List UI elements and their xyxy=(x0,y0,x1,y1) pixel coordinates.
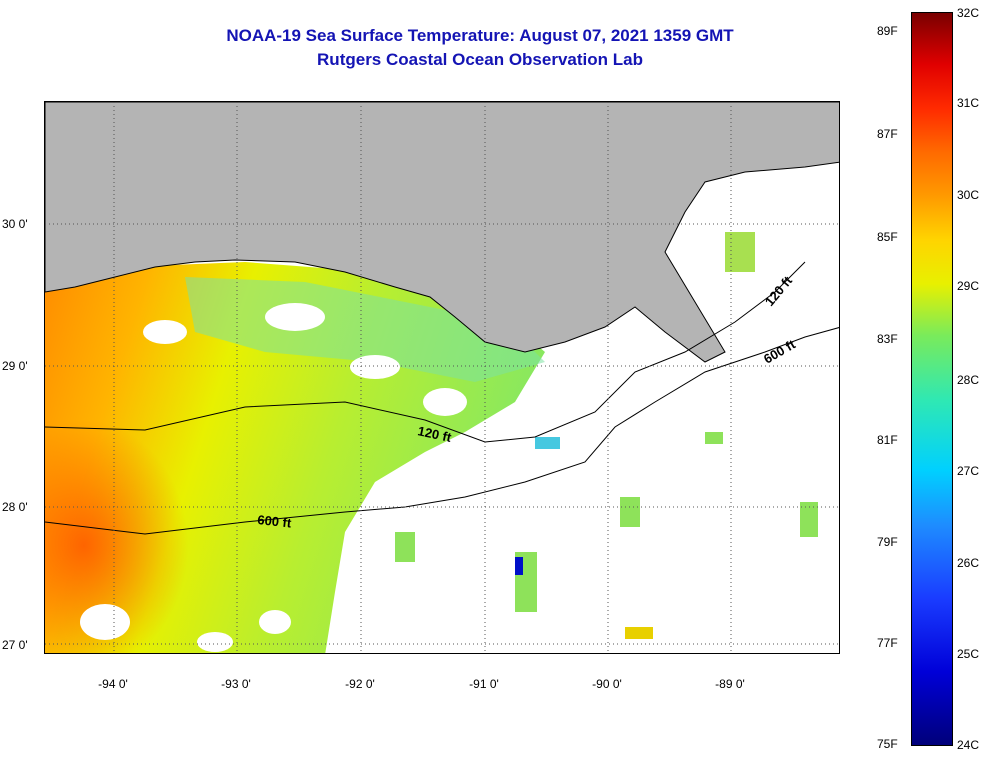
graticule xyxy=(45,102,839,653)
sst-warm-core xyxy=(45,342,305,653)
colorbar-f-label: 79F xyxy=(877,535,898,549)
colorbar-c-label: 26C xyxy=(957,556,980,570)
colorbar-c-label: 27C xyxy=(957,464,980,478)
colorbar-f-label: 81F xyxy=(877,433,898,447)
latitude-label: 28 0' xyxy=(2,500,28,514)
isobath-label: 600 ft xyxy=(257,512,293,531)
colorbar-f-label: 87F xyxy=(877,127,898,141)
sst-coverage-teal xyxy=(185,277,545,382)
latitude-label: 29 0' xyxy=(2,359,28,373)
colorbar-c-label: 28C xyxy=(957,373,980,387)
colorbar-f-label: 85F xyxy=(877,230,898,244)
longitude-label: -92 0' xyxy=(345,677,375,691)
isobath-120ft xyxy=(45,261,806,443)
colorbar-c-label: 32C xyxy=(957,6,980,20)
colorbar-c-label: 30C xyxy=(957,188,980,202)
longitude-label: -93 0' xyxy=(221,677,251,691)
sst-map: 120 ft 600 ft 120 ft 600 ft xyxy=(44,101,840,654)
longitude-label: -89 0' xyxy=(715,677,745,691)
longitude-label: -91 0' xyxy=(469,677,499,691)
colorbar-f-label: 89F xyxy=(877,24,898,38)
colorbar-f-label: 75F xyxy=(877,737,898,751)
sst-map-canvas: 120 ft 600 ft 120 ft 600 ft xyxy=(45,102,839,653)
land-mass xyxy=(45,102,839,363)
colorbar-f-label: 77F xyxy=(877,636,898,650)
latitude-label: 30 0' xyxy=(2,217,28,231)
colorbar-f-label: 83F xyxy=(877,332,898,346)
colorbar-c-label: 24C xyxy=(957,738,980,752)
longitude-label: -94 0' xyxy=(98,677,128,691)
colorbar-c-label: 29C xyxy=(957,279,980,293)
map-title: NOAA-19 Sea Surface Temperature: August … xyxy=(226,26,734,45)
latitude-label: 27 0' xyxy=(2,638,28,652)
colorbar-c-label: 25C xyxy=(957,647,980,661)
isobath-label: 600 ft xyxy=(761,336,798,366)
longitude-label: -90 0' xyxy=(592,677,622,691)
isobath-600ft xyxy=(45,327,839,535)
isobath-label: 120 ft xyxy=(416,423,453,445)
isobath-label: 120 ft xyxy=(762,273,796,309)
cloud-gaps xyxy=(80,303,467,652)
temperature-colorbar xyxy=(911,12,953,746)
sst-patches xyxy=(395,232,818,639)
colorbar-c-label: 31C xyxy=(957,96,980,110)
map-subtitle: Rutgers Coastal Ocean Observation Lab xyxy=(317,50,643,69)
